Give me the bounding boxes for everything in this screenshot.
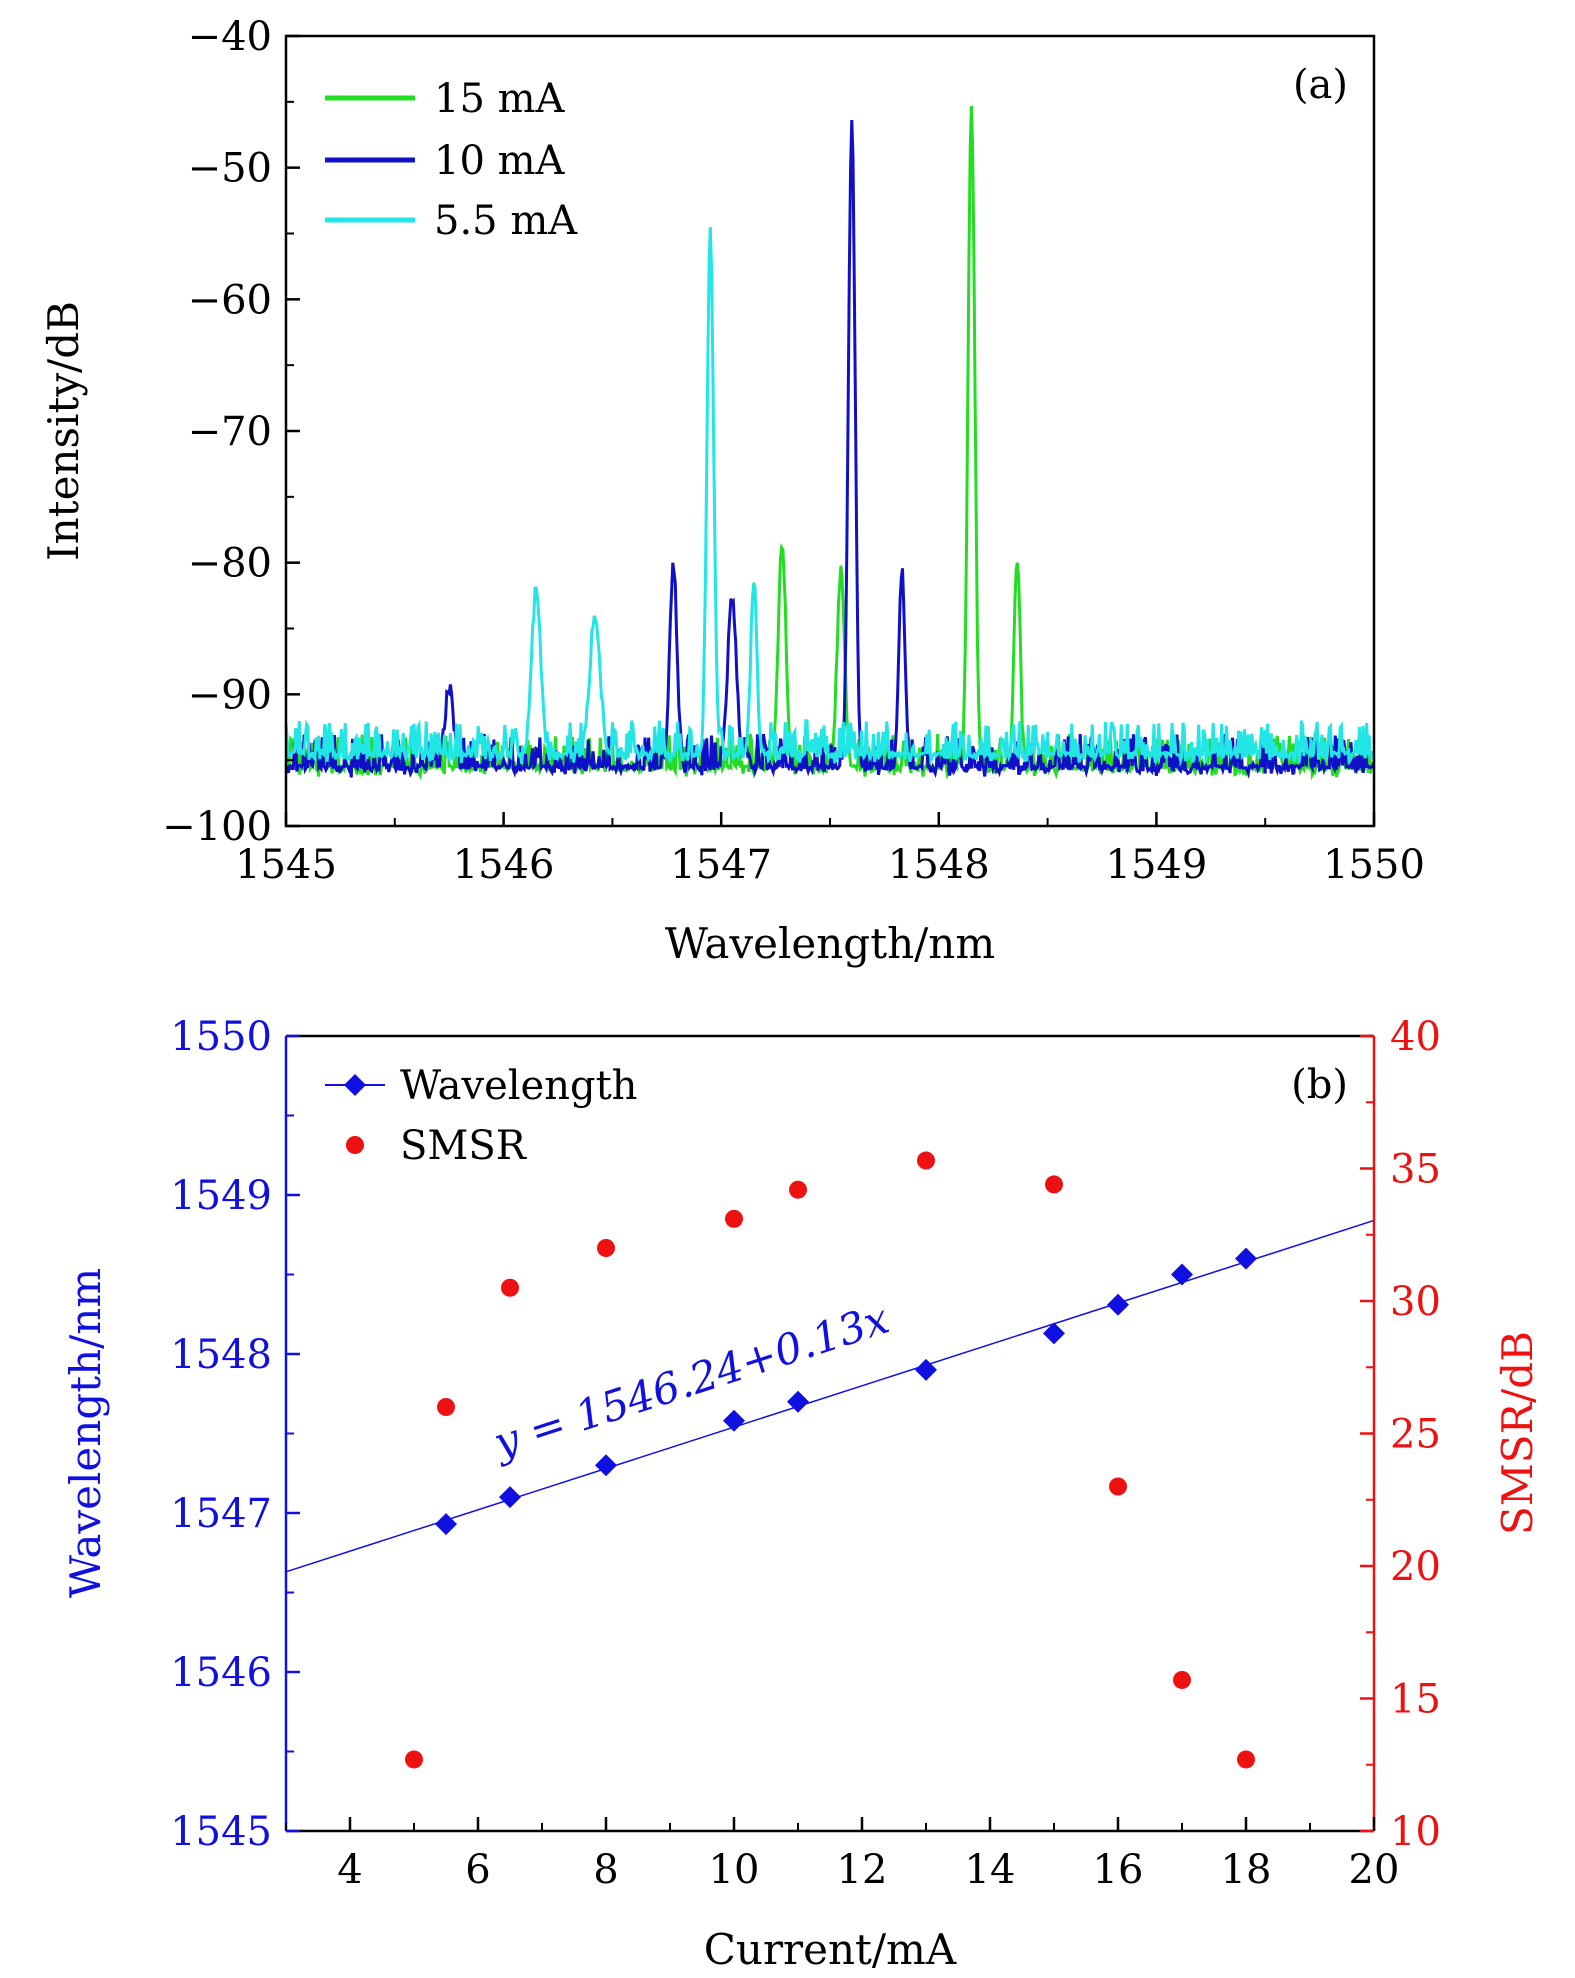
panel-b-fit-line <box>285 1219 1375 1573</box>
x-tick-label: 10 <box>709 1847 760 1893</box>
smsr-point <box>437 1398 455 1416</box>
legend-label-wavelength: Wavelength <box>400 1063 637 1109</box>
smsr-point <box>405 1750 423 1769</box>
wavelength-point <box>435 1513 457 1536</box>
x-tick-label: 12 <box>837 1847 888 1893</box>
series-line-5-5-ma <box>284 227 1376 766</box>
panel-b-xlabel: Current/mA <box>704 1925 957 1974</box>
y-tick-label: −50 <box>188 146 272 192</box>
y-tick-label: −80 <box>188 541 272 587</box>
panel-b-ticks: 4 6 8 10 12 14 16 18 20 1545 1546 1547 1548 1549 1550 1… <box>170 1014 1441 1893</box>
wavelength-point <box>723 1409 745 1432</box>
y2-tick-label: 40 <box>1390 1014 1441 1060</box>
x-tick-label: 1548 <box>888 842 990 888</box>
x-tick-label: 1549 <box>1106 842 1208 888</box>
y-tick-label: −60 <box>188 277 272 323</box>
smsr-point <box>725 1209 743 1228</box>
x-tick-label: 18 <box>1221 1847 1272 1893</box>
y-tick-label: 1548 <box>170 1332 272 1378</box>
panel-a-ylabel: Intensity/dB <box>39 301 88 561</box>
wavelength-point <box>1107 1293 1129 1316</box>
wavelength-point <box>1043 1322 1065 1345</box>
panel-a-legend: 15 mA 10 mA 5.5 mA <box>306 64 636 254</box>
x-tick-label: 1547 <box>670 842 772 888</box>
smsr-point <box>1237 1750 1255 1769</box>
x-tick-label: 4 <box>337 1847 362 1893</box>
smsr-point <box>917 1151 935 1170</box>
y-tick-label: 1547 <box>170 1491 272 1537</box>
wavelength-point <box>1235 1247 1257 1270</box>
legend-marker-smsr <box>346 1136 364 1154</box>
legend-label-smsr: SMSR <box>400 1123 528 1169</box>
panel-a-spectrum-plot: 1545 1546 1547 1548 1549 1550 −100 −90 −80 −70 −60… <box>39 14 1425 968</box>
legend-label-10ma: 10 mA <box>434 138 566 184</box>
y-tick-label: −90 <box>188 672 272 718</box>
wavelength-point <box>499 1486 521 1509</box>
smsr-point <box>789 1180 807 1199</box>
panel-b-y2label: SMSR/dB <box>1493 1331 1542 1535</box>
smsr-point <box>501 1278 519 1297</box>
y-tick-label: 1550 <box>170 1014 272 1060</box>
smsr-point <box>1045 1175 1063 1194</box>
panel-b-label: (b) <box>1291 1062 1348 1108</box>
smsr-point <box>1173 1670 1191 1689</box>
panel-a-label: (a) <box>1293 62 1348 108</box>
smsr-point <box>597 1239 615 1257</box>
x-tick-label: 16 <box>1093 1847 1144 1893</box>
y-tick-label: 1549 <box>170 1173 272 1219</box>
panel-b-current-plot: 4 6 8 10 12 14 16 18 20 1545 1546 1547 1548 1549 1550 1… <box>61 1014 1542 1974</box>
fit-line <box>285 1219 1375 1573</box>
x-tick-label: 6 <box>465 1847 490 1893</box>
y-tick-label: 1546 <box>170 1650 272 1696</box>
wavelength-point <box>915 1358 937 1381</box>
x-tick-label: 14 <box>965 1847 1016 1893</box>
x-tick-label: 1545 <box>235 842 337 888</box>
panel-a-xlabel: Wavelength/nm <box>665 919 995 968</box>
panel-b-legend: Wavelength SMSR <box>325 1063 637 1169</box>
x-tick-label: 20 <box>1349 1847 1400 1893</box>
panel-a-ticks: 1545 1546 1547 1548 1549 1550 −100 −90 −80 −70 −60… <box>162 14 1425 888</box>
x-tick-label: 1546 <box>453 842 555 888</box>
y-tick-label: 1545 <box>170 1809 272 1855</box>
y-tick-label: −40 <box>188 14 272 60</box>
y2-tick-label: 30 <box>1390 1279 1441 1325</box>
smsr-point <box>1109 1477 1127 1496</box>
wavelength-point <box>595 1454 617 1477</box>
y2-tick-label: 10 <box>1390 1809 1441 1855</box>
y-tick-label: −70 <box>188 409 272 455</box>
wavelength-point <box>787 1390 809 1413</box>
legend-label-5-5ma: 5.5 mA <box>434 198 578 244</box>
y2-tick-label: 20 <box>1390 1544 1441 1590</box>
y2-tick-label: 35 <box>1390 1147 1441 1193</box>
y-tick-label: −100 <box>162 804 272 850</box>
panel-b-ylabel: Wavelength/nm <box>61 1268 110 1598</box>
x-tick-label: 8 <box>593 1847 618 1893</box>
wavelength-point <box>1171 1263 1193 1286</box>
y2-tick-label: 15 <box>1390 1677 1441 1723</box>
panel-b-points <box>405 1151 1257 1769</box>
x-tick-label: 1550 <box>1323 842 1425 888</box>
y2-tick-label: 25 <box>1390 1412 1441 1458</box>
legend-marker-wavelength <box>344 1074 366 1096</box>
panel-a-series-lines <box>284 105 1376 781</box>
legend-label-15ma: 15 mA <box>434 76 566 122</box>
